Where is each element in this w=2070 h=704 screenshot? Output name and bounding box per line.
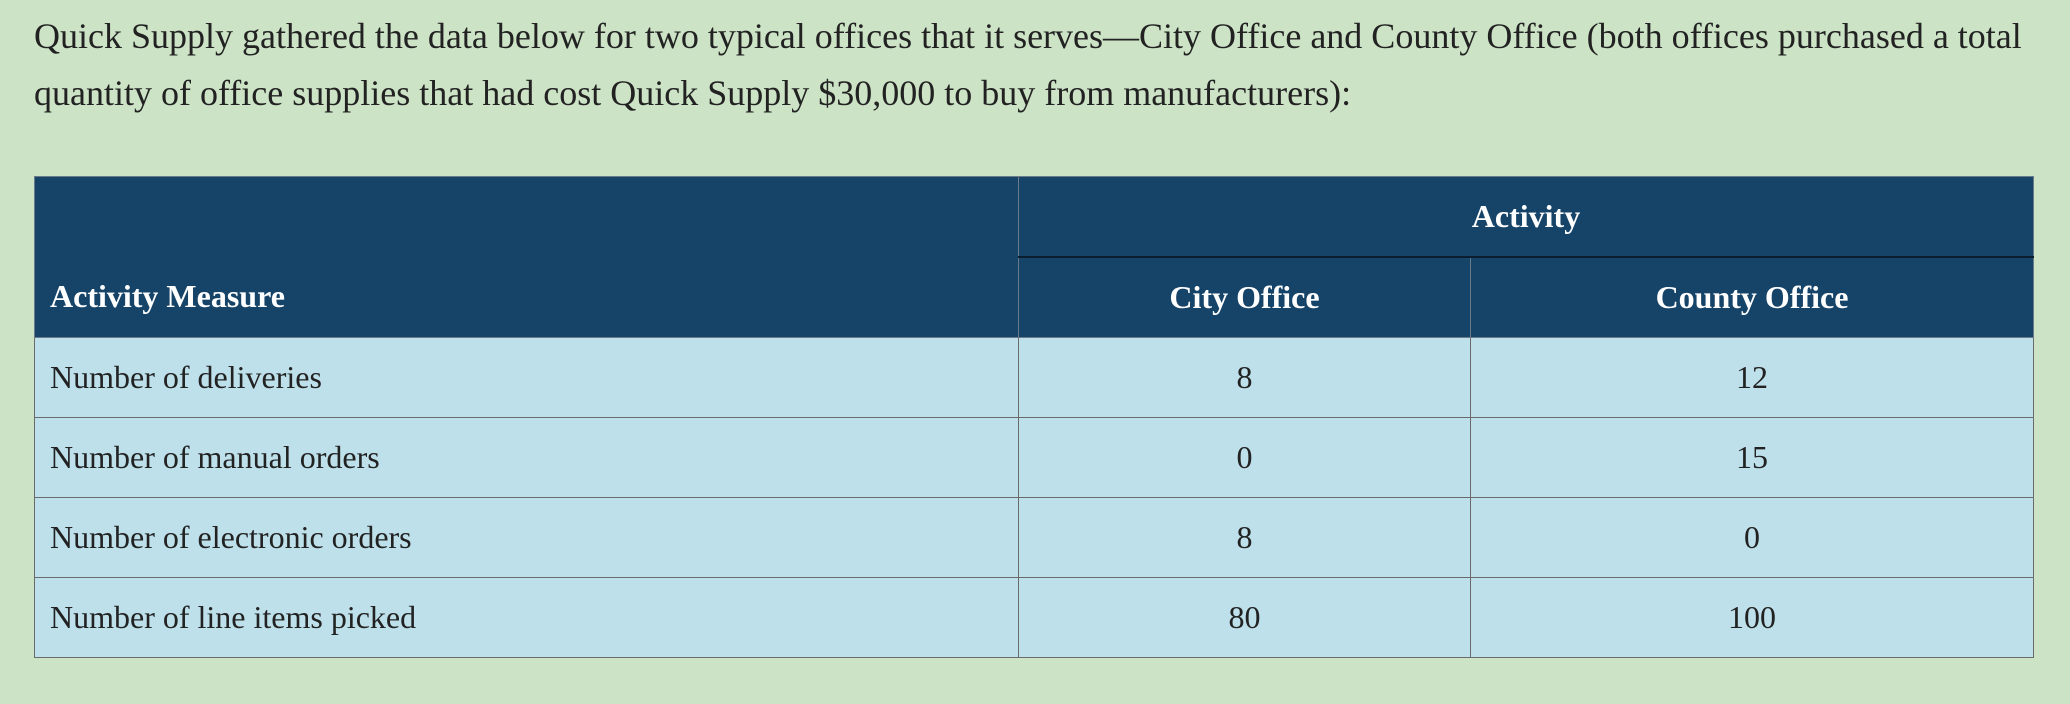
- table-row: Number of deliveries 8 12: [34, 337, 2034, 418]
- city-value-cell: 8: [1018, 497, 1471, 578]
- city-value-cell: 8: [1018, 337, 1471, 418]
- county-value-cell: 0: [1470, 497, 2034, 578]
- city-value-cell: 0: [1018, 417, 1471, 498]
- measure-cell: Number of line items picked: [34, 577, 1019, 658]
- activity-group-header: Activity: [1018, 176, 2034, 258]
- table-subheader-row: City Office County Office: [35, 256, 2034, 338]
- county-value-cell: 100: [1470, 577, 2034, 658]
- activity-measure-header: Activity Measure: [34, 176, 1019, 338]
- measure-cell: Number of deliveries: [34, 337, 1019, 418]
- activity-table: Activity Measure Activity City Office Co…: [34, 176, 2034, 658]
- county-office-header: County Office: [1470, 256, 2034, 338]
- measure-cell: Number of electronic orders: [34, 497, 1019, 578]
- measure-cell: Number of manual orders: [34, 417, 1019, 498]
- table-row: Number of line items picked 80 100: [34, 577, 2034, 658]
- city-office-header: City Office: [1018, 256, 1471, 338]
- city-value-cell: 80: [1018, 577, 1471, 658]
- county-value-cell: 15: [1470, 417, 2034, 498]
- table-row: Number of manual orders 0 15: [34, 417, 2034, 498]
- county-value-cell: 12: [1470, 337, 2034, 418]
- intro-paragraph: Quick Supply gathered the data below for…: [34, 16, 2022, 113]
- table-row: Number of electronic orders 8 0: [34, 497, 2034, 578]
- table-header-row: Activity Measure Activity: [34, 176, 2034, 338]
